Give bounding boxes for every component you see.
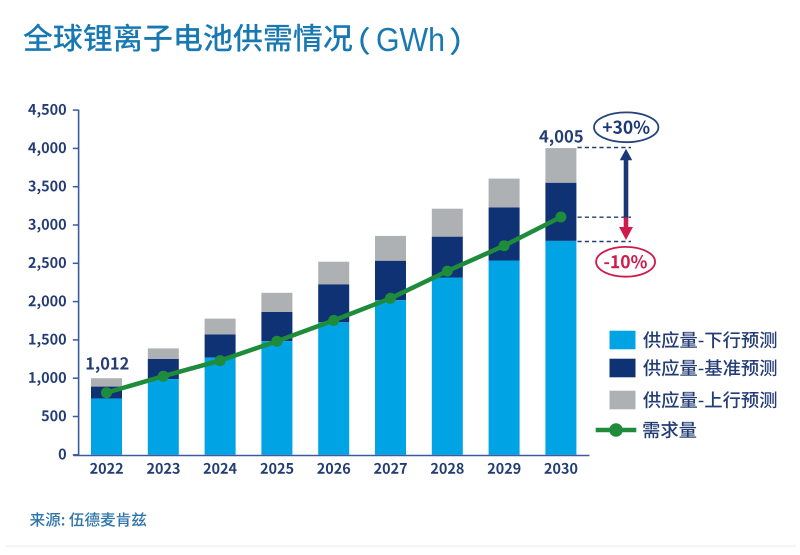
svg-text:GWh: GWh bbox=[376, 21, 445, 58]
